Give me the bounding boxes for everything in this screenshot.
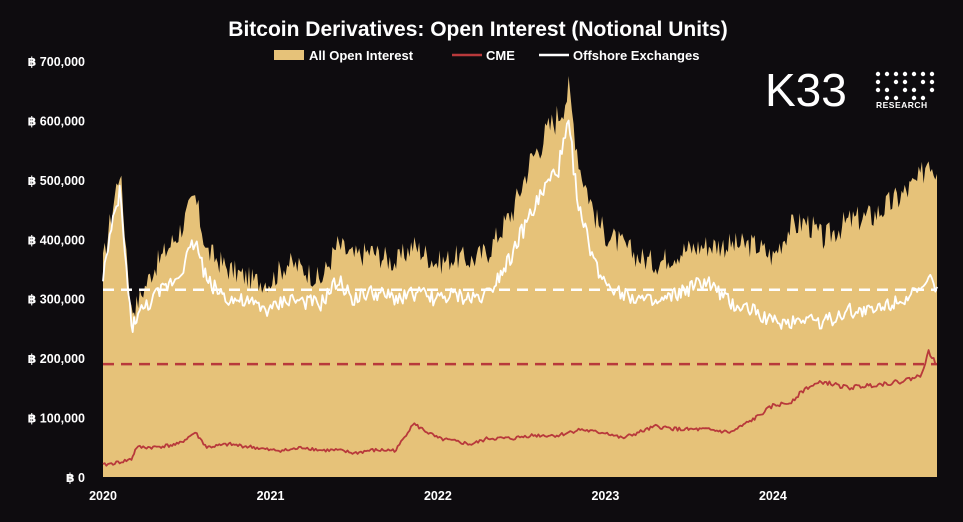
x-tick-label: 2021 bbox=[257, 489, 285, 503]
y-tick-label: ฿ 300,000 bbox=[28, 293, 85, 307]
x-tick-label: 2020 bbox=[89, 489, 117, 503]
chart-title: Bitcoin Derivatives: Open Interest (Noti… bbox=[228, 18, 727, 41]
y-tick-label: ฿ 200,000 bbox=[28, 352, 85, 366]
logo-wordmark: K33 bbox=[765, 64, 847, 116]
k33-logo: K33 RESEARCH bbox=[765, 64, 935, 116]
y-tick-label: ฿ 700,000 bbox=[28, 55, 85, 69]
series-line-offshore bbox=[102, 119, 938, 333]
logo-subtext: RESEARCH bbox=[876, 100, 928, 110]
legend-label-offshore: Offshore Exchanges bbox=[573, 48, 699, 63]
axes: ฿ 0 ฿ 100,000 ฿ 200,000 ฿ 300,000 ฿ 400,000 ฿… bbox=[28, 55, 787, 503]
y-tick-label: ฿ 600,000 bbox=[28, 114, 85, 128]
y-tick-label: ฿ 500,000 bbox=[28, 174, 85, 188]
plot-area bbox=[102, 76, 938, 477]
y-tick-label: ฿ 0 bbox=[66, 471, 85, 485]
series-line-cme bbox=[102, 349, 938, 467]
legend-label-all-open-interest: All Open Interest bbox=[309, 48, 414, 63]
legend-label-cme: CME bbox=[486, 48, 515, 63]
x-tick-label: 2024 bbox=[759, 489, 787, 503]
logo-dot-grid-icon bbox=[875, 71, 935, 101]
series-area-all-open-interest bbox=[103, 76, 937, 477]
y-tick-label: ฿ 400,000 bbox=[28, 233, 85, 247]
x-tick-label: 2023 bbox=[591, 489, 619, 503]
legend: All Open Interest CME Offshore Exchanges bbox=[274, 48, 699, 63]
legend-swatch-all-open-interest bbox=[274, 50, 304, 60]
x-tick-label: 2022 bbox=[424, 489, 452, 503]
y-tick-label: ฿ 100,000 bbox=[28, 412, 85, 426]
